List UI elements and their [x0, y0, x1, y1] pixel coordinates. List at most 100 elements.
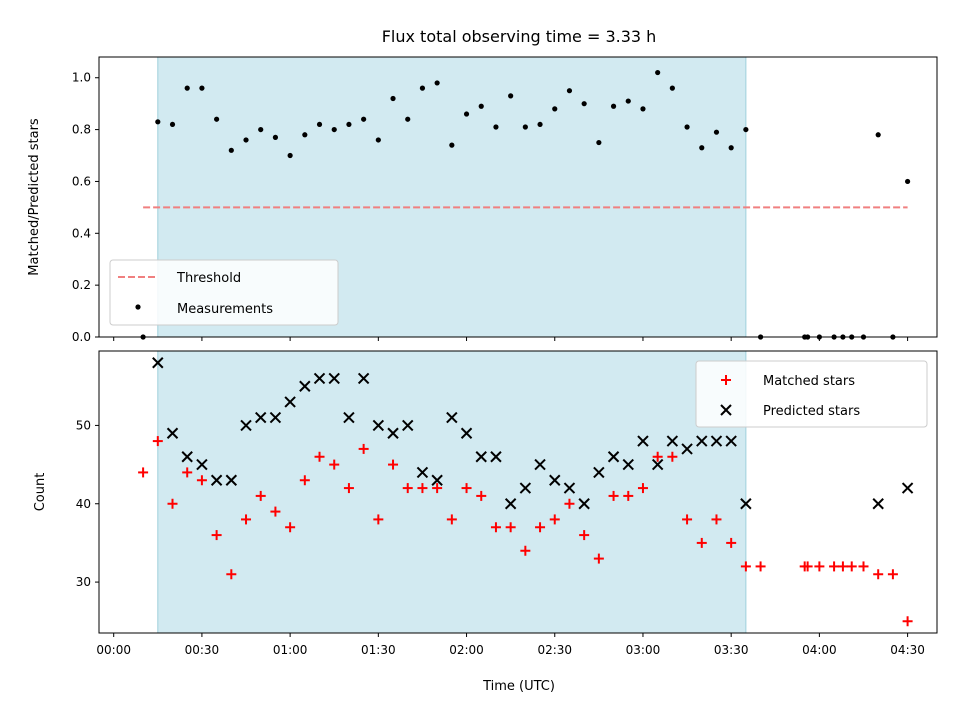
matched-star-marker	[476, 490, 487, 501]
predicted-star-marker	[607, 451, 620, 463]
measurement-point	[302, 132, 308, 138]
matched-star-marker	[329, 459, 340, 470]
predicted-star-stroke	[402, 419, 414, 432]
top-y-axis-label: Matched/Predicted stars	[27, 118, 42, 276]
measurement-point	[346, 121, 352, 128]
predicted-star-stroke	[313, 372, 326, 385]
predicted-star-marker	[225, 474, 238, 486]
predicted-star-stroke	[328, 372, 340, 385]
predicted-star-stroke	[696, 435, 708, 447]
predicted-star-stroke	[431, 474, 443, 486]
matched-star-marker	[358, 443, 369, 454]
predicted-star-marker	[299, 380, 311, 392]
y-tick-label: 0.2	[72, 278, 91, 292]
measurement-point	[684, 124, 690, 130]
legend-box	[109, 259, 339, 326]
x-tick-label: 04:30	[890, 643, 925, 657]
matched-star-marker	[814, 561, 825, 572]
matched-star-marker	[623, 490, 634, 501]
predicted-star-marker	[255, 411, 267, 424]
legend-box	[695, 360, 928, 428]
matched-star-marker	[211, 530, 222, 541]
measurement-point	[155, 119, 161, 125]
predicted-star-stroke	[284, 396, 296, 408]
matched-star-marker	[579, 530, 590, 541]
matched-star-marker	[299, 475, 310, 486]
predicted-star-marker	[622, 458, 634, 471]
matched-star-marker	[182, 467, 193, 478]
matched-star-marker	[755, 561, 766, 572]
predicted-star-stroke	[651, 458, 664, 471]
matched-star-marker	[711, 514, 722, 525]
axes-frame	[98, 350, 938, 634]
predicted-star-marker	[416, 466, 429, 479]
predicted-star-marker	[651, 458, 664, 471]
axes-frame	[98, 56, 938, 338]
predicted-star-stroke	[725, 435, 737, 447]
predicted-star-stroke	[166, 427, 179, 439]
predicted-star-marker	[519, 482, 532, 494]
predicted-star-stroke	[299, 380, 311, 392]
predicted-star-stroke	[519, 482, 532, 494]
measurement-point	[214, 116, 220, 122]
measurement-point	[243, 137, 249, 143]
measurement-point	[316, 121, 323, 128]
predicted-star-stroke	[255, 411, 267, 424]
predicted-star-marker	[872, 498, 884, 510]
predicted-star-stroke	[578, 498, 590, 510]
measurement-point	[566, 88, 573, 94]
predicted-star-marker	[901, 482, 914, 494]
predicted-star-stroke	[196, 458, 208, 471]
predicted-star-marker	[563, 482, 576, 494]
matched-star-marker	[593, 553, 604, 564]
measurement-point	[258, 126, 264, 133]
measurement-point	[713, 129, 720, 135]
predicted-star-stroke	[549, 474, 561, 486]
measurement-point	[493, 124, 499, 130]
predicted-star-marker	[210, 474, 223, 486]
measurement-point	[581, 101, 587, 107]
legend-threshold-label: Threshold	[176, 271, 241, 286]
matched-star-marker	[837, 561, 848, 572]
matched-star-marker	[241, 514, 252, 525]
predicted-star-marker	[402, 419, 414, 432]
measurement-point	[522, 124, 528, 130]
predicted-star-stroke	[872, 498, 884, 510]
measurement-point	[434, 80, 440, 86]
y-tick-label: 1.0	[72, 71, 91, 85]
predicted-star-marker	[269, 411, 282, 424]
legend-matched-label: Matched stars	[763, 374, 855, 389]
predicted-star-marker	[475, 451, 487, 463]
predicted-star-marker	[240, 419, 252, 432]
predicted-star-stroke	[740, 498, 752, 510]
predicted-star-marker	[534, 458, 546, 471]
matched-star-marker	[652, 451, 663, 462]
predicted-star-stroke	[210, 474, 223, 486]
measurement-point	[875, 132, 881, 138]
predicted-star-marker	[593, 466, 605, 479]
predicted-star-marker	[681, 443, 693, 455]
predicted-star-marker	[725, 435, 737, 447]
y-tick-label: 0.4	[72, 226, 91, 240]
legend-measurement-swatch	[135, 304, 141, 310]
matched-star-marker	[461, 483, 472, 494]
y-tick-label: 30	[76, 575, 91, 589]
measurement-point	[390, 95, 396, 102]
measurement-point	[743, 126, 749, 133]
measurement-point	[463, 111, 470, 117]
matched-star-marker	[549, 514, 560, 525]
x-tick-label: 00:00	[96, 643, 131, 657]
chart-title: Flux total observing time = 3.33 h	[382, 27, 657, 46]
predicted-star-marker	[431, 474, 443, 486]
matched-star-marker	[740, 561, 751, 572]
predicted-star-stroke	[181, 451, 193, 463]
predicted-star-stroke	[240, 419, 252, 432]
measurement-point	[199, 85, 205, 91]
measurement-point	[640, 106, 646, 112]
matched-star-marker	[667, 451, 678, 462]
measurement-point	[537, 121, 543, 128]
predicted-star-marker	[460, 427, 473, 439]
measurement-point	[405, 116, 411, 122]
y-tick-label: 0.0	[72, 330, 91, 344]
matched-star-marker	[490, 522, 501, 533]
